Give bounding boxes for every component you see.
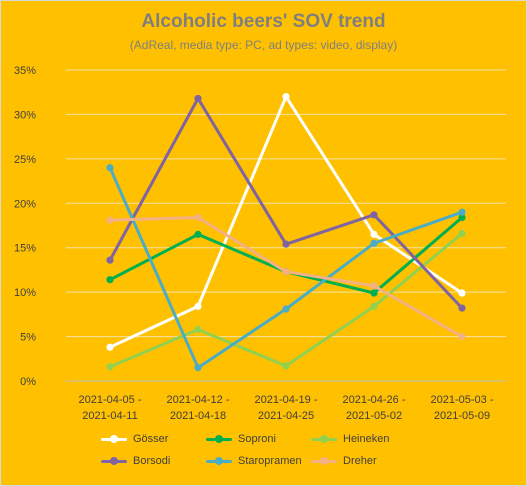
y-tick-label: 0% (20, 376, 36, 388)
data-point (194, 230, 202, 238)
data-point (458, 304, 466, 312)
data-point (106, 363, 114, 371)
legend-label: Borsodi (133, 455, 171, 467)
data-point (282, 268, 290, 276)
y-tick-label: 10% (14, 287, 36, 299)
data-point (370, 239, 378, 247)
y-tick-label: 20% (14, 198, 36, 210)
y-tick-label: 5% (20, 332, 36, 344)
data-point (194, 364, 202, 372)
data-point (106, 164, 114, 172)
data-point (458, 332, 466, 341)
x-tick-label: 2021-05-03 - (431, 394, 494, 406)
data-point (370, 211, 378, 219)
plot-area: 0% 5% 10% 15% 20% 25% 30% 35% 2021-04-05 - 2021-0… (14, 65, 506, 422)
y-tick-label: 30% (14, 109, 36, 121)
data-point (106, 343, 114, 351)
legend-swatch (101, 456, 127, 466)
x-tick-label: 2021-04-12 - (167, 394, 230, 406)
data-point (282, 93, 290, 101)
series-line (108, 216, 464, 295)
legend: Gösser Soproni Heineken Borsodi Staropramen D… (101, 433, 481, 467)
data-point (194, 94, 202, 103)
data-point (194, 325, 202, 334)
chart-title: Alcoholic beers' SOV trend (141, 11, 386, 32)
legend-item: Soproni (206, 433, 311, 445)
data-point (282, 305, 290, 313)
data-point (106, 256, 114, 264)
legend-item: Gösser (101, 433, 206, 445)
data-point (370, 282, 378, 290)
x-tick-label: 2021-04-18 (170, 410, 226, 422)
data-point (370, 230, 378, 238)
x-tick-label: 2021-04-05 - (79, 394, 142, 406)
chart-subtitle: (AdReal, media type: PC, ad types: video… (129, 38, 398, 52)
x-tick-label: 2021-04-11 (82, 410, 137, 422)
x-tick-label: 2021-04-26 - (343, 394, 406, 406)
x-tick-label: 2021-05-02 (346, 410, 402, 422)
data-point (106, 276, 114, 284)
legend-label: Heineken (343, 433, 390, 445)
legend-swatch (206, 434, 232, 444)
series-line (108, 166, 464, 370)
data-point (282, 240, 290, 248)
data-point (194, 213, 202, 222)
legend-item: Dreher (311, 455, 416, 467)
legend-swatch (206, 456, 232, 466)
legend-label: Dreher (343, 455, 377, 467)
legend-label: Gösser (133, 433, 169, 445)
legend-swatch (311, 456, 337, 466)
data-point (370, 289, 378, 297)
y-tick-label: 15% (14, 243, 36, 255)
data-point (370, 302, 378, 310)
data-point (458, 229, 466, 238)
data-point (458, 213, 466, 222)
x-tick-label: 2021-05-09 (434, 410, 490, 422)
legend-item: Borsodi (101, 455, 206, 467)
legend-label: Soproni (238, 433, 276, 445)
data-point (458, 289, 466, 297)
legend-swatch (101, 434, 127, 444)
y-tick-label: 25% (14, 154, 36, 166)
x-tick-label: 2021-04-19 - (255, 394, 318, 406)
data-point (106, 216, 114, 224)
legend-item: Heineken (311, 433, 416, 445)
data-point (194, 302, 202, 310)
data-point (282, 362, 290, 370)
legend-item: Staropramen (206, 455, 311, 467)
y-tick-label: 35% (14, 65, 36, 77)
data-point (458, 208, 466, 216)
x-tick-label: 2021-04-25 (258, 410, 314, 422)
legend-swatch (311, 434, 337, 444)
legend-label: Staropramen (238, 455, 302, 467)
